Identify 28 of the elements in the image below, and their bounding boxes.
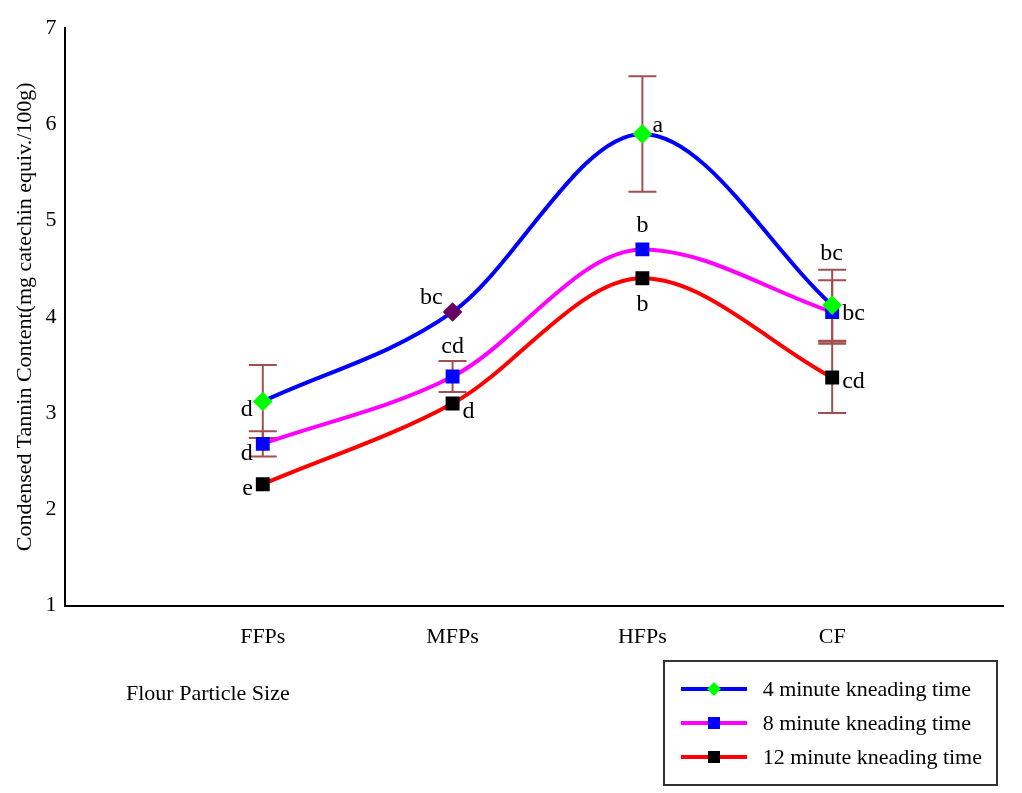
annotation: bc [820,238,843,265]
x-tick-label: FFPs [240,622,286,648]
annotation: bc [419,283,443,310]
annotation: e [242,473,253,500]
y-tick-label: 4 [45,302,57,328]
y-axis-title: Condensed Tannin Content(mg catechin equiv./100g) [10,82,36,552]
x-tick-label: CF [818,622,846,648]
x-tick-label: HFPs [617,622,667,648]
annotation: d [240,394,253,421]
x-tick-label: MFPs [426,622,479,648]
legend-label: 12 minute kneading time [762,744,982,770]
annotation: bc [842,299,865,326]
legend-label: 4 minute kneading time [762,676,971,702]
annotation: cd [441,331,464,358]
y-tick-label: 3 [45,398,57,424]
y-tick-label: 6 [45,110,57,136]
annotation: b [636,289,649,316]
x-axis-title: Flour Particle Size [126,680,290,706]
y-tick-label: 7 [45,13,57,39]
annotation: d [240,439,253,466]
legend-label: 8 minute kneading time [762,710,971,736]
y-tick-label: 1 [45,591,57,617]
annotation: d [462,396,475,423]
y-tick-label: 2 [45,495,57,521]
annotation: cd [842,366,865,393]
annotation: b [636,210,649,237]
annotation: a [652,111,664,138]
y-tick-label: 5 [45,206,57,232]
